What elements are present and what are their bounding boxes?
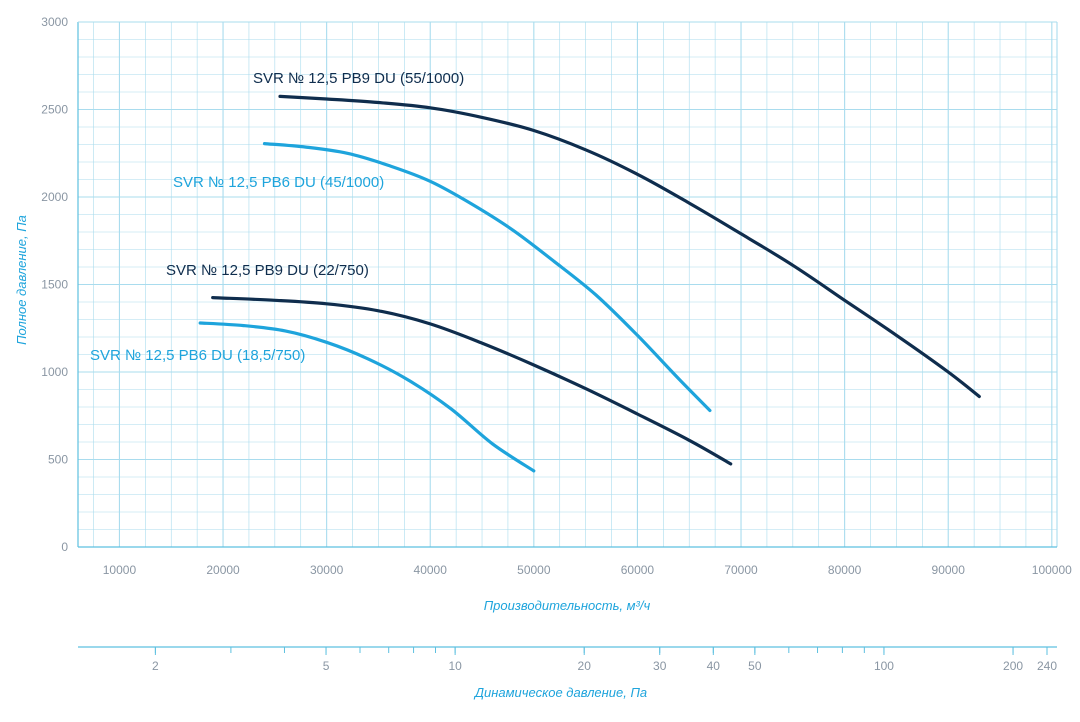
y-tick-label: 3000 <box>41 15 68 29</box>
x-tick-label: 90000 <box>932 563 966 577</box>
x-tick-label: 10000 <box>103 563 137 577</box>
secondary-x-tick-label: 50 <box>748 659 762 673</box>
y-tick-label: 500 <box>48 453 68 467</box>
curve-pb9-55-1000 <box>278 94 981 399</box>
x-tick-label: 20000 <box>206 563 240 577</box>
y-tick-label: 2000 <box>41 190 68 204</box>
series-labels: SVR № 12,5 PB9 DU (55/1000) SVR № 12,5 PB… <box>90 70 464 364</box>
x-tick-label: 50000 <box>517 563 551 577</box>
x-tick-label: 100000 <box>1032 563 1072 577</box>
x-tick-label: 80000 <box>828 563 862 577</box>
series-label-pb9-55-1000: SVR № 12,5 PB9 DU (55/1000) <box>253 70 464 87</box>
axes: 10000 20000 30000 40000 50000 60000 70000 80000… <box>41 15 1072 673</box>
curve-pb9-22-750 <box>211 296 733 466</box>
y-tick-label: 0 <box>61 540 68 554</box>
secondary-x-tick-label: 200 <box>1003 659 1023 673</box>
secondary-x-tick-label: 20 <box>578 659 592 673</box>
secondary-x-tick-label: 100 <box>874 659 894 673</box>
series-label-pb6-45-1000: SVR № 12,5 PB6 DU (45/1000) <box>173 174 384 191</box>
y-axis-title: Полное давление, Па <box>14 215 29 345</box>
y-tick-label: 2500 <box>41 103 68 117</box>
secondary-x-axis-title: Динамическое давление, Па <box>473 685 647 700</box>
x-tick-label: 40000 <box>414 563 448 577</box>
secondary-x-tick-label: 30 <box>653 659 667 673</box>
y-tick-label: 1000 <box>41 365 68 379</box>
grid <box>78 21 1057 548</box>
x-tick-label: 70000 <box>724 563 758 577</box>
secondary-x-tick-label: 40 <box>707 659 721 673</box>
secondary-x-tick-label: 5 <box>323 659 330 673</box>
series-label-pb9-22-750: SVR № 12,5 PB9 DU (22/750) <box>166 262 369 279</box>
y-tick-label: 1500 <box>41 278 68 292</box>
curve-pb6-18-5-750 <box>198 321 536 473</box>
x-tick-label: 60000 <box>621 563 655 577</box>
secondary-x-tick-label: 10 <box>448 659 462 673</box>
series-label-pb6-18-5-750: SVR № 12,5 PB6 DU (18,5/750) <box>90 347 305 364</box>
secondary-x-tick-label: 2 <box>152 659 159 673</box>
x-axis-title: Производительность, м³/ч <box>484 598 651 613</box>
performance-curves <box>198 94 981 473</box>
secondary-x-tick-label: 240 <box>1037 659 1057 673</box>
curve-pb6-45-1000 <box>262 142 712 413</box>
x-tick-label: 30000 <box>310 563 344 577</box>
